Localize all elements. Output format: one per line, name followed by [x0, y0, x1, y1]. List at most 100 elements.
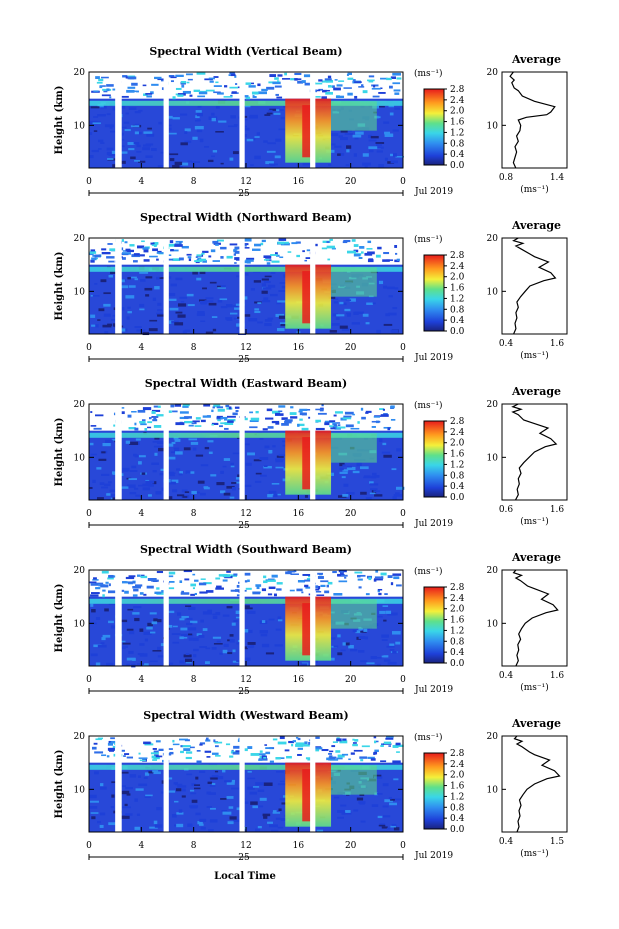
colorbar-unit: (ms⁻¹) — [414, 732, 443, 743]
average-title: Average — [511, 53, 561, 66]
avg-x-label: (ms⁻¹) — [520, 350, 549, 361]
month-label: Jul 2019 — [414, 685, 453, 695]
x-tick-label: 12 — [240, 343, 251, 353]
avg-y-tick-label: 10 — [487, 619, 499, 629]
colorbar-tick-label: 0.0 — [450, 493, 465, 503]
avg-x-tick-label: 0.8 — [499, 173, 514, 183]
panels-layer: Spectral Width (Vertical Beam) 10 20 Height… — [54, 45, 568, 863]
day-label: 25 — [238, 355, 250, 365]
avg-y-tick-label: 10 — [487, 287, 499, 297]
data-gap — [239, 404, 245, 500]
colorbar-tick-label: 1.2 — [450, 294, 464, 304]
colorbar-unit: (ms⁻¹) — [414, 400, 443, 411]
avg-y-tick-label: 20 — [487, 234, 499, 244]
day-label: 25 — [238, 521, 250, 531]
y-tick-label: 20 — [74, 400, 86, 410]
x-tick-label: 0 — [400, 841, 406, 851]
panel-1: Spectral Width (Vertical Beam) 10 20 Height… — [54, 45, 568, 199]
x-tick-label: 0 — [86, 675, 92, 685]
panel-5: Spectral Width (Westward Beam) 10 20 Height… — [54, 709, 568, 863]
x-tick-label: 16 — [293, 509, 305, 519]
x-tick-label: 4 — [138, 841, 144, 851]
x-tick-label: 0 — [400, 675, 406, 685]
average-title: Average — [511, 219, 561, 232]
colorbar-unit: (ms⁻¹) — [414, 566, 443, 577]
x-tick-label: 0 — [400, 343, 406, 353]
colorbar-tick-label: 0.8 — [450, 305, 465, 315]
colorbar-tick-label: 2.0 — [450, 107, 465, 117]
y-tick-label: 10 — [74, 785, 86, 795]
x-tick-label: 20 — [345, 675, 357, 685]
average-frame — [501, 71, 568, 169]
colorbar — [423, 586, 445, 664]
colorbar-tick-label: 1.6 — [450, 782, 465, 792]
colorbar-unit: (ms⁻¹) — [414, 234, 443, 245]
colorbar-tick-label: 2.4 — [450, 96, 465, 106]
sparse-echoes — [91, 72, 402, 100]
peak-region — [302, 105, 315, 158]
anvil-region — [331, 101, 377, 131]
colorbar-tick-label: 0.8 — [450, 139, 465, 149]
x-tick-label: 4 — [138, 675, 144, 685]
data-gap — [163, 238, 169, 334]
average-profile-line — [511, 403, 558, 501]
x-tick-label: 0 — [86, 177, 92, 187]
avg-x-tick-label: 1.4 — [550, 173, 565, 183]
avg-x-tick-label: 0.4 — [499, 837, 514, 847]
colorbar-tick-label: 0.8 — [450, 637, 465, 647]
x-tick-label: 0 — [86, 509, 92, 519]
avg-x-tick-label: 1.6 — [550, 671, 565, 681]
colorbar-tick-label: 2.8 — [450, 749, 465, 759]
month-label: Jul 2019 — [414, 187, 453, 197]
data-gap — [115, 238, 122, 334]
colorbar — [423, 420, 445, 498]
avg-x-label: (ms⁻¹) — [520, 682, 549, 693]
avg-x-tick-label: 1.6 — [550, 505, 565, 515]
x-tick-label: 8 — [191, 509, 197, 519]
x-tick-label: 12 — [240, 841, 251, 851]
colorbar-tick-label: 0.4 — [450, 150, 465, 160]
peak-region — [302, 769, 315, 822]
y-axis-label: Height (km) — [54, 584, 65, 653]
colorbar-tick-label: 2.8 — [450, 85, 465, 95]
data-gap — [310, 72, 316, 168]
x-tick-label: 16 — [293, 177, 305, 187]
y-axis-label: Height (km) — [54, 750, 65, 819]
panel-title: Spectral Width (Southward Beam) — [140, 543, 352, 556]
colorbar-tick-label: 0.4 — [450, 648, 465, 658]
day-label: 25 — [238, 687, 250, 697]
data-gap — [163, 404, 169, 500]
avg-x-label: (ms⁻¹) — [520, 848, 549, 859]
colorbar-tick-label: 0.4 — [450, 316, 465, 326]
panel-2: Spectral Width (Northward Beam) 10 20 Heigh… — [54, 211, 568, 365]
colorbar-tick-label: 0.0 — [450, 825, 465, 835]
colorbar-tick-label: 0.0 — [450, 161, 465, 171]
data-gap — [239, 570, 245, 666]
x-tick-label: 0 — [400, 177, 406, 187]
data-gap — [115, 570, 122, 666]
data-gap — [310, 570, 316, 666]
month-label: Jul 2019 — [414, 519, 453, 529]
avg-x-tick-label: 0.4 — [499, 671, 514, 681]
x-tick-label: 20 — [345, 177, 357, 187]
average-title: Average — [511, 551, 561, 564]
colorbar-tick-label: 1.2 — [450, 460, 464, 470]
data-gap — [115, 736, 122, 832]
sparse-echoes — [91, 736, 404, 764]
avg-y-tick-label: 20 — [487, 68, 499, 78]
high-band — [89, 100, 403, 106]
y-tick-label: 10 — [74, 287, 86, 297]
colorbar-tick-label: 1.6 — [450, 118, 465, 128]
day-label: 25 — [238, 853, 250, 863]
average-profile-line — [512, 237, 557, 335]
colorbar-tick-label: 2.0 — [450, 771, 465, 781]
avg-x-label: (ms⁻¹) — [520, 184, 549, 195]
x-tick-label: 12 — [240, 177, 251, 187]
y-tick-label: 20 — [74, 68, 86, 78]
anvil-region — [331, 267, 377, 297]
data-gap — [115, 404, 122, 500]
data-gap — [163, 736, 169, 832]
x-tick-label: 4 — [138, 509, 144, 519]
month-label: Jul 2019 — [414, 851, 453, 861]
x-tick-label: 0 — [86, 841, 92, 851]
